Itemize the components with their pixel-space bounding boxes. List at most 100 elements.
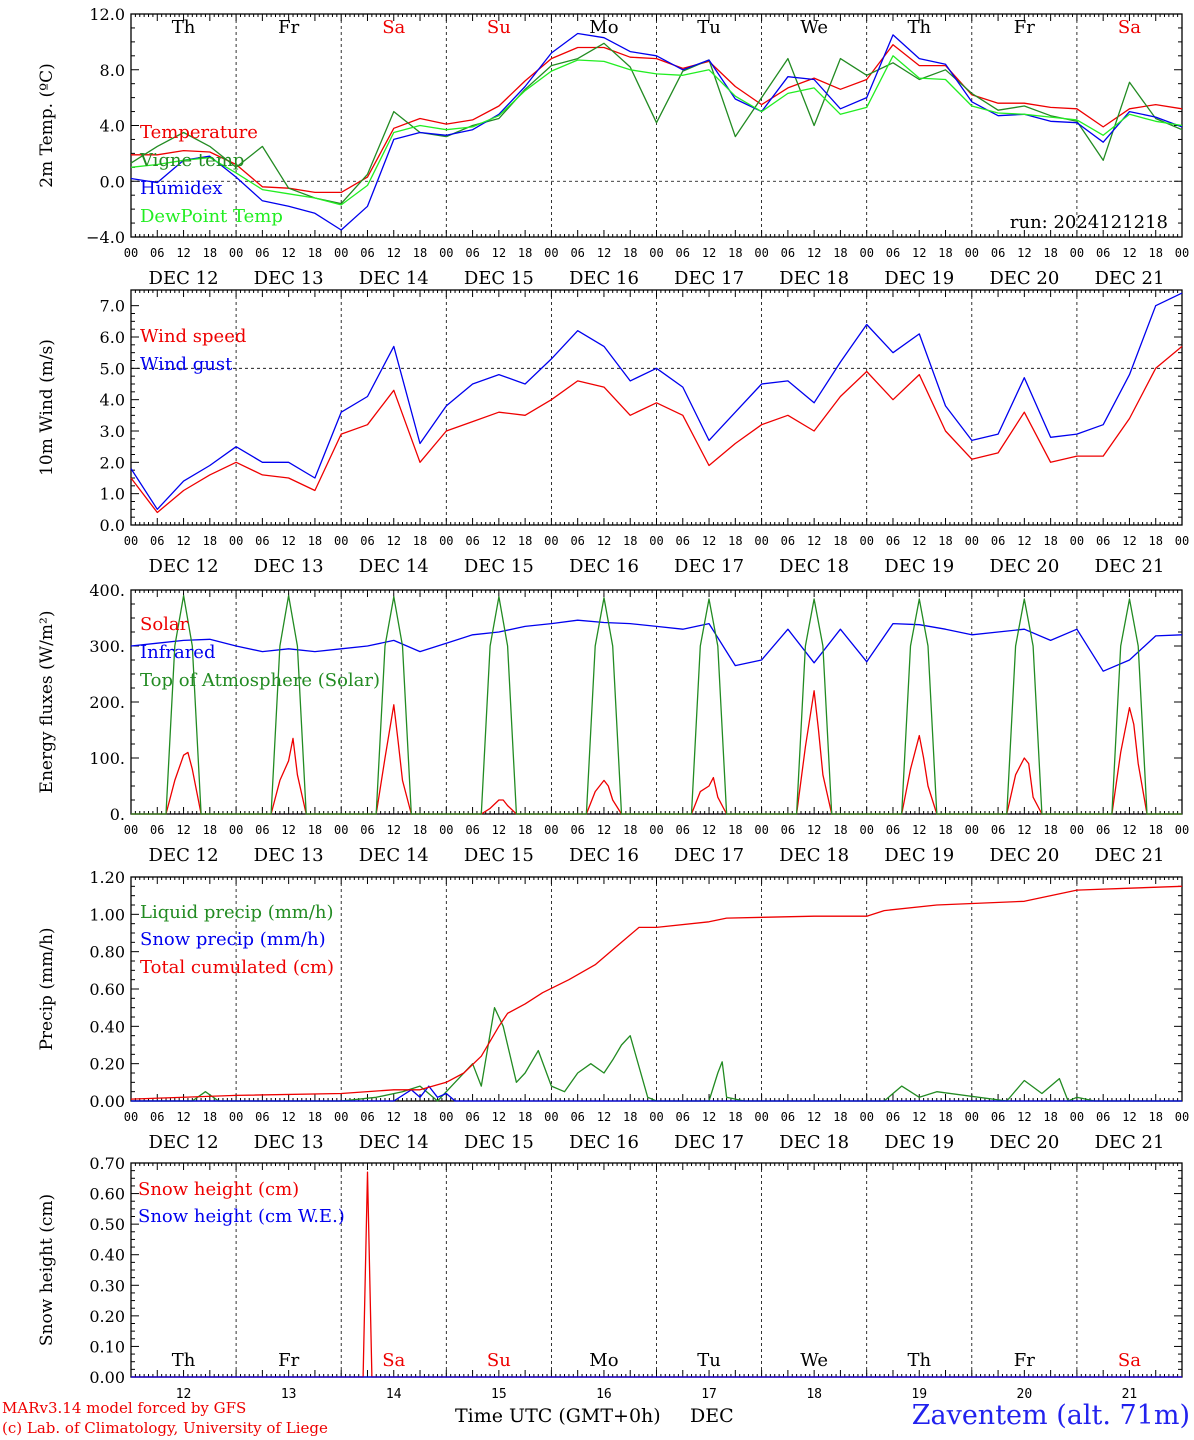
hour-label: 00	[1070, 823, 1084, 837]
y-tick-label: 0.0	[100, 172, 125, 191]
hour-label: 12	[1017, 534, 1031, 548]
hour-label: 00	[965, 246, 979, 260]
weekday-label: Mo	[589, 1350, 618, 1371]
hour-label: 18	[938, 823, 952, 837]
hour-label: 18	[308, 534, 322, 548]
date-label: DEC 21	[1094, 1132, 1164, 1153]
date-label: DEC 17	[674, 268, 744, 289]
weekday-label: Tu	[697, 1350, 721, 1371]
day-number-label: 13	[281, 1387, 297, 1402]
hour-label: 18	[833, 534, 847, 548]
hour-label: 06	[150, 534, 164, 548]
hour-label: 06	[255, 1110, 269, 1124]
hour-label: 00	[649, 1110, 663, 1124]
date-label: DEC 15	[464, 1132, 534, 1153]
y-tick-label: 1.0	[100, 485, 125, 504]
hour-label: 12	[597, 246, 611, 260]
weekday-label: Fr	[278, 17, 299, 38]
hour-label: 18	[1148, 1110, 1162, 1124]
legend-entry: Total cumulated (cm)	[140, 957, 334, 978]
hour-label: 12	[387, 246, 401, 260]
hour-label: 00	[1175, 1110, 1189, 1124]
weekday-label: Sa	[382, 1350, 405, 1371]
hour-label: 18	[413, 823, 427, 837]
series-line-dewpoint-temp	[130, 55, 1183, 206]
series-line-wind-gust	[130, 292, 1183, 510]
hour-label: 06	[255, 534, 269, 548]
date-label: DEC 18	[779, 1132, 849, 1153]
y-tick-label: 300.	[89, 637, 125, 656]
date-label: DEC 14	[359, 268, 429, 289]
hour-label: 18	[728, 534, 742, 548]
y-tick-label: 1.20	[89, 868, 125, 887]
credit-line-2: (c) Lab. of Climatology, University of L…	[2, 1419, 328, 1437]
series-line-snow-height-cm-	[131, 1171, 1182, 1378]
hour-label: 00	[754, 534, 768, 548]
y-tick-label: 0.20	[89, 1055, 125, 1074]
series-line-snow-precip-mm-h-	[131, 1085, 1182, 1102]
hour-label: 06	[1096, 1110, 1110, 1124]
date-label: DEC 14	[359, 556, 429, 577]
date-label: DEC 16	[569, 845, 639, 866]
panel-temp: −4.0 0.0 4.0 8.0 12.0 2m Temp. (ºC) 00 06 12 18 00…	[37, 5, 1189, 289]
weekday-label: Fr	[1014, 1350, 1035, 1371]
legend-entry: Humidex	[140, 178, 222, 199]
weekday-label: Th	[907, 17, 931, 38]
y-tick-label: 0.50	[89, 1215, 125, 1234]
weekday-label: Th	[172, 1350, 196, 1371]
hour-label: 00	[1070, 1110, 1084, 1124]
date-label: DEC 12	[149, 845, 219, 866]
y-tick-label: 0.60	[89, 980, 125, 999]
hour-label: 06	[465, 1110, 479, 1124]
date-label: DEC 16	[569, 268, 639, 289]
hour-label: 12	[176, 246, 190, 260]
hour-label: 06	[781, 1110, 795, 1124]
hour-label: 00	[334, 823, 348, 837]
hour-label: 18	[623, 534, 637, 548]
y-tick-label: 200.	[89, 693, 125, 712]
date-label: DEC 20	[989, 556, 1059, 577]
hour-label: 06	[255, 823, 269, 837]
hour-label: 12	[281, 534, 295, 548]
y-tick-label: 1.00	[89, 905, 125, 924]
hour-label: 12	[702, 823, 716, 837]
hour-label: 12	[912, 1110, 926, 1124]
station-name: Zaventem (alt. 71m)	[911, 1400, 1190, 1431]
hour-label: 18	[203, 1110, 217, 1124]
date-label: DEC 16	[569, 556, 639, 577]
hour-label: 18	[203, 246, 217, 260]
month-label: DEC	[690, 1405, 734, 1427]
hour-label: 12	[702, 534, 716, 548]
panel-precip: 0.00 0.20 0.40 0.60 0.80 1.00 1.20 Precip (mm/h…	[37, 868, 1189, 1153]
date-label: DEC 15	[464, 268, 534, 289]
credit-line-1: MARv3.14 model forced by GFS	[2, 1399, 247, 1417]
hour-label: 12	[492, 1110, 506, 1124]
y-tick-label: 3.0	[100, 422, 125, 441]
y-tick-label: 4.0	[100, 117, 125, 136]
y-axis-label: Energy fluxes (W/m²)	[37, 611, 57, 794]
series-line-total-cumulated-cm-	[130, 885, 1183, 1100]
date-label: DEC 15	[464, 845, 534, 866]
y-tick-label: 0.00	[89, 1092, 125, 1111]
weekday-label: We	[800, 1350, 828, 1371]
y-tick-label: 0.20	[89, 1307, 125, 1326]
date-label: DEC 21	[1094, 556, 1164, 577]
weekday-label: We	[800, 17, 828, 38]
hour-label: 18	[623, 246, 637, 260]
date-label: DEC 19	[884, 556, 954, 577]
hour-label: 06	[781, 246, 795, 260]
day-number-label: 18	[806, 1387, 822, 1402]
y-tick-label: 0.10	[89, 1337, 125, 1356]
hour-label: 00	[229, 534, 243, 548]
hour-label: 00	[1175, 246, 1189, 260]
hour-label: 00	[1175, 823, 1189, 837]
panel-energy: 0. 100. 200. 300. 400. Energy fluxes (W/m²) 00…	[37, 581, 1189, 866]
hour-label: 12	[1122, 823, 1136, 837]
x-axis-label: Time UTC (GMT+0h)	[455, 1405, 661, 1427]
date-label: DEC 13	[254, 556, 324, 577]
hour-label: 00	[1070, 534, 1084, 548]
y-tick-label: 0.	[110, 805, 125, 824]
hour-label: 06	[886, 1110, 900, 1124]
hour-label: 06	[1096, 246, 1110, 260]
